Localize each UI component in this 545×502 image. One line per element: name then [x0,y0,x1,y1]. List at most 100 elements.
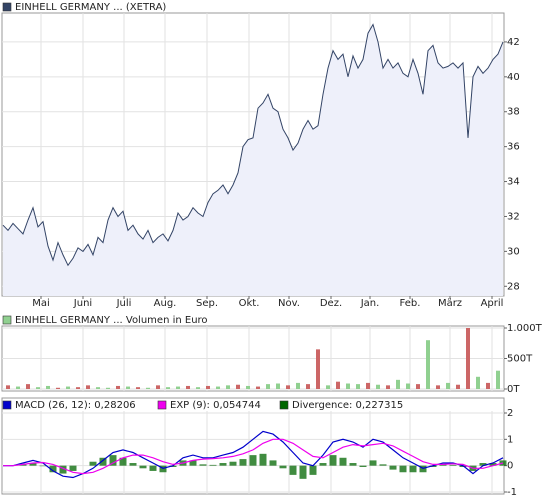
volume-bar [126,386,130,389]
y-tick-label: 34 [507,177,520,188]
volume-bar [76,387,80,389]
volume-bar [316,349,320,389]
y-tick-label: 0 [507,461,513,472]
volume-bar [306,384,310,389]
y-tick-label: -1 [507,487,517,498]
divergence-bar [169,465,177,467]
y-tick-label: 42 [507,37,520,48]
volume-bar [26,384,30,389]
volume-bar [176,386,180,389]
divergence-bar [19,464,27,466]
volume-bar [156,385,160,389]
divergence-bar [119,457,127,466]
volume-bar [446,382,450,389]
volume-bar [266,384,270,389]
divergence-bar [299,465,307,479]
x-tick-label: Aug. [154,298,177,309]
divergence-bar [219,463,227,466]
divergence-bar [249,455,257,466]
volume-bar [16,386,20,389]
y-tick-label: 38 [507,107,520,118]
volume-bar [476,376,480,389]
volume-bar [106,387,110,389]
volume-bar [56,387,60,389]
divergence-bar [39,465,47,467]
volume-bar [186,385,190,389]
volume-bar [146,387,150,389]
divergence-bar [399,465,407,473]
volume-bar [496,370,500,389]
legend-swatch [2,2,12,12]
y-tick-label: 0T [507,384,520,395]
volume-bar [206,385,210,389]
volume-bar [416,384,420,389]
volume-bar [166,387,170,389]
divergence-bar [419,465,427,473]
divergence-bar [69,465,77,471]
y-tick-label: 32 [507,211,520,222]
x-tick-label: April [481,298,504,309]
macd-frame [1,397,505,495]
divergence-bar [329,455,337,466]
divergence-bar [189,460,197,466]
y-tick-label: 500T [507,354,533,365]
divergence-bar [449,464,457,466]
volume-bar [196,387,200,389]
macd-line [3,430,504,479]
divergence-bar [239,459,247,466]
divergence-bar [59,465,67,474]
x-tick-label: Juli [116,298,132,309]
x-tick-label: Sep. [196,298,218,309]
divergence-bar [29,463,37,466]
divergence-bar [349,463,357,466]
volume-bar [426,340,430,389]
volume-bar [6,385,10,389]
volume-bar [86,385,90,389]
divergence-bar [129,463,137,466]
volume-bar [466,328,470,389]
volume-bar [456,384,460,389]
volume-bar [486,382,490,389]
divergence-bar [409,465,417,473]
volume-bar [436,385,440,389]
legend-label: MACD (26, 12): 0,28206 [15,400,136,411]
divergence-bar [389,465,397,470]
legend-label: EINHELL GERMANY ... (XETRA) [15,2,166,13]
y-tick-label: 30 [507,246,520,257]
volume-bar [236,384,240,389]
divergence-bar [229,461,237,466]
y-tick-label: 40 [507,72,520,83]
volume-bar [336,381,340,389]
x-tick-label: Mai [32,298,50,309]
volume-bar [376,384,380,389]
divergence-bar [339,457,347,466]
volume-bar [356,384,360,389]
volume-bar [366,382,370,389]
x-tick-label: Feb. [400,298,421,309]
volume-bar [326,385,330,389]
volume-bar [286,385,290,389]
volume-bar [346,383,350,389]
x-tick-label: Okt. [239,298,260,309]
legend-swatch [2,400,12,410]
divergence-bar [319,463,327,466]
divergence-bar [489,463,497,466]
legend-swatch [2,315,12,325]
y-tick-label: 28 [507,281,520,292]
divergence-bar [289,465,297,475]
divergence-bar [159,465,167,473]
volume-bar [66,386,70,389]
legend-swatch [157,400,167,410]
divergence-bar [359,465,367,467]
x-tick-label: Juni [73,298,92,309]
divergence-bar [139,465,147,469]
y-tick-label: 1.000T [507,323,543,334]
divergence-bar [109,455,117,466]
volume-bar [386,385,390,389]
divergence-bar [369,460,377,466]
y-tick-label: 1 [507,434,513,445]
x-tick-label: Nov. [278,298,300,309]
volume-bar [96,387,100,389]
volume-bar [116,385,120,389]
